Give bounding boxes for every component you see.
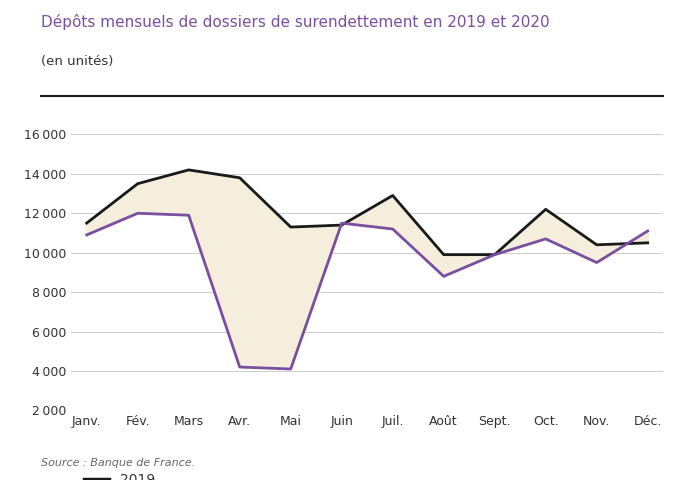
Text: (en unités): (en unités) bbox=[41, 55, 113, 68]
Legend: 2019, 2020: 2019, 2020 bbox=[78, 467, 160, 480]
Text: Source : Banque de France.: Source : Banque de France. bbox=[41, 458, 195, 468]
Text: Dépôts mensuels de dossiers de surendettement en 2019 et 2020: Dépôts mensuels de dossiers de surendett… bbox=[41, 14, 549, 30]
